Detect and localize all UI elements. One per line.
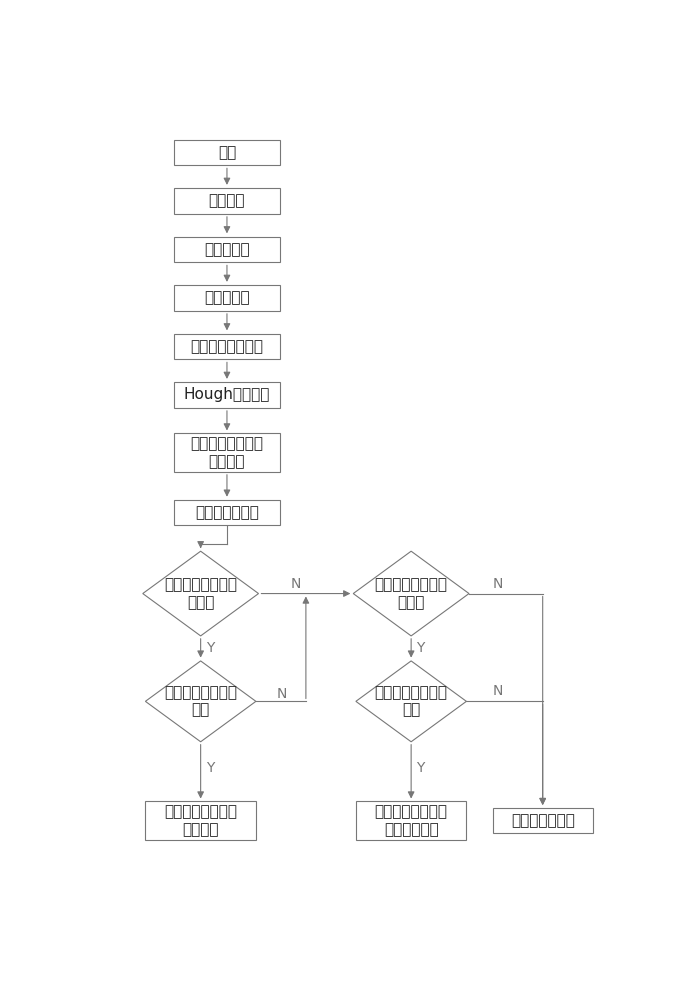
Text: 利用历史帧提取车
道线: 利用历史帧提取车 道线: [375, 685, 447, 718]
Text: N: N: [290, 577, 301, 591]
Polygon shape: [143, 551, 259, 636]
Text: 车道线匹配处理: 车道线匹配处理: [195, 505, 259, 520]
Text: 有效性判断、排序
并合并线: 有效性判断、排序 并合并线: [190, 436, 263, 469]
Polygon shape: [145, 661, 256, 742]
Text: 自适应阈值二值化: 自适应阈值二值化: [190, 339, 263, 354]
Text: N: N: [493, 684, 503, 698]
Text: 取出符合当前车道
的线对: 取出符合当前车道 的线对: [164, 577, 237, 610]
FancyBboxPatch shape: [145, 801, 256, 840]
FancyBboxPatch shape: [356, 801, 466, 840]
Text: 图像预处理: 图像预处理: [204, 242, 250, 257]
FancyBboxPatch shape: [493, 808, 593, 833]
FancyBboxPatch shape: [175, 500, 280, 525]
FancyBboxPatch shape: [175, 433, 280, 472]
Text: N: N: [277, 687, 287, 701]
Text: 得到左或者右车道
线的坐标信息: 得到左或者右车道 线的坐标信息: [375, 804, 447, 837]
FancyBboxPatch shape: [175, 140, 280, 165]
Text: Y: Y: [206, 761, 215, 775]
Text: Hough提取直线: Hough提取直线: [184, 387, 270, 402]
Text: 转为鸟瞰图: 转为鸟瞰图: [204, 290, 250, 305]
Text: Y: Y: [416, 761, 425, 775]
Text: 图像采集: 图像采集: [208, 193, 245, 208]
FancyBboxPatch shape: [175, 334, 280, 359]
Text: 取出符合左右车道
的线对: 取出符合左右车道 的线对: [375, 577, 447, 610]
FancyBboxPatch shape: [175, 237, 280, 262]
Text: 开始: 开始: [218, 145, 236, 160]
Text: 利用历史帧提取车
道线: 利用历史帧提取车 道线: [164, 685, 237, 718]
FancyBboxPatch shape: [175, 285, 280, 311]
Text: N: N: [493, 577, 503, 591]
Polygon shape: [353, 551, 469, 636]
Polygon shape: [356, 661, 466, 742]
FancyBboxPatch shape: [175, 382, 280, 408]
Text: Y: Y: [416, 641, 425, 655]
FancyBboxPatch shape: [175, 188, 280, 214]
Text: 得到当前车道线的
坐标信息: 得到当前车道线的 坐标信息: [164, 804, 237, 837]
Text: 未检测出车道线: 未检测出车道线: [511, 813, 574, 828]
Text: Y: Y: [206, 641, 215, 655]
